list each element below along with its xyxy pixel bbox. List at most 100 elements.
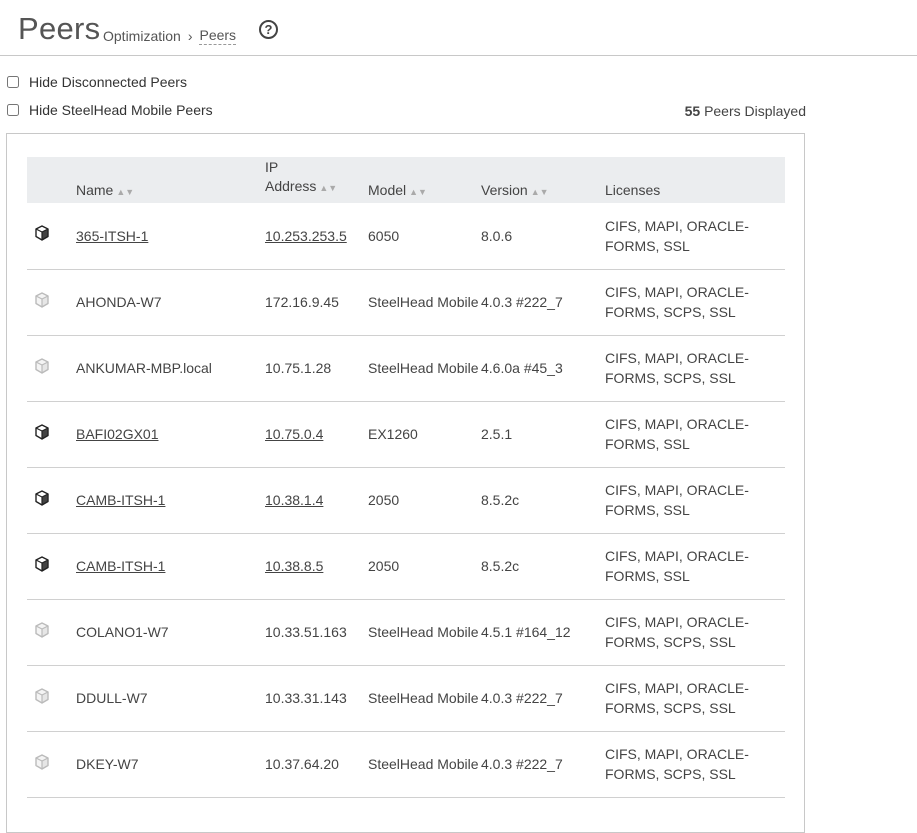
peer-ip-cell: 10.33.31.143	[265, 665, 368, 731]
peer-licenses: CIFS, MAPI, ORACLE-FORMS, SSL	[605, 217, 749, 254]
peer-name: ANKUMAR-MBP.local	[76, 360, 212, 376]
table-row: 365-ITSH-1 10.253.253.5 6050 8.0.6 CIFS, MAP…	[27, 203, 785, 269]
peer-model: 2050	[368, 492, 400, 508]
peer-name: COLANO1-W7	[76, 624, 169, 640]
peer-ip-link[interactable]: 10.75.0.4	[265, 426, 324, 442]
peer-name-cell: CAMB-ITSH-1	[76, 533, 265, 599]
peer-name-link[interactable]: CAMB-ITSH-1	[76, 558, 166, 574]
peer-ip-cell: 10.33.51.163	[265, 599, 368, 665]
peer-licenses: CIFS, MAPI, ORACLE-FORMS, SCPS, SSL	[605, 614, 749, 650]
peers-table-container: Name ▲▼ IP Address ▲▼ Model ▲▼ Version ▲▼ Lic…	[6, 133, 805, 833]
sort-icon[interactable]: ▲▼	[116, 187, 135, 197]
peer-ip-cell: 10.75.1.28	[265, 335, 368, 401]
peer-version: 8.0.6	[481, 227, 513, 244]
peer-ip: 10.33.31.143	[265, 690, 347, 706]
peer-model: 2050	[368, 558, 400, 574]
table-row: AHONDA-W7 172.16.9.45 SteelHead Mobile 4.0.…	[27, 269, 785, 335]
peer-model: SteelHead Mobile	[368, 360, 479, 376]
peer-ip-cell: 10.37.64.20	[265, 731, 368, 797]
peer-model: SteelHead Mobile	[368, 294, 479, 310]
breadcrumb: Optimization › Peers	[103, 27, 237, 45]
peer-licenses: CIFS, MAPI, ORACLE-FORMS, SCPS, SSL	[605, 284, 749, 320]
column-header-model[interactable]: Model ▲▼	[368, 182, 427, 198]
peer-name-link[interactable]: BAFI02GX01	[76, 426, 159, 442]
sort-icon[interactable]: ▲▼	[409, 187, 427, 197]
column-header-version[interactable]: Version ▲▼	[481, 182, 549, 198]
table-header-row: Name ▲▼ IP Address ▲▼ Model ▲▼ Version ▲▼ Lic…	[27, 157, 785, 203]
peer-version: 4.5.1 #164_12	[481, 624, 571, 640]
peer-version: 8.5.2c	[481, 492, 520, 508]
peer-count-suffix: Peers Displayed	[704, 103, 806, 119]
hide-disconnected-label: Hide Disconnected Peers	[29, 74, 187, 90]
peer-licenses: CIFS, MAPI, ORACLE-FORMS, SSL	[605, 416, 749, 452]
sort-icon[interactable]: ▲▼	[319, 183, 338, 193]
peer-licenses: CIFS, MAPI, ORACLE-FORMS, SCPS, SSL	[605, 746, 749, 782]
peer-disconnected-icon	[27, 731, 76, 797]
peer-name: DKEY-W7	[76, 756, 139, 772]
peer-disconnected-icon	[27, 335, 76, 401]
peer-name-cell: AHONDA-W7	[76, 269, 265, 335]
column-header-ip[interactable]: IP Address ▲▼	[265, 159, 338, 194]
peer-ip-link[interactable]: 10.253.253.5	[265, 227, 347, 244]
hide-disconnected-checkbox[interactable]	[7, 76, 19, 88]
peer-version: 4.0.3 #222_7	[481, 690, 563, 706]
peer-version: 4.6.0a #45_3	[481, 360, 563, 376]
peer-model: SteelHead Mobile	[368, 690, 479, 706]
peer-disconnected-icon	[27, 665, 76, 731]
peer-model: 6050	[368, 227, 400, 244]
peer-ip-cell: 10.38.1.4	[265, 467, 368, 533]
peer-version: 4.0.3 #222_7	[481, 294, 563, 310]
peer-name-link[interactable]: CAMB-ITSH-1	[76, 492, 166, 508]
peer-connected-icon	[27, 203, 76, 269]
peer-count-number: 55	[684, 103, 701, 119]
peer-disconnected-icon	[27, 269, 76, 335]
page-title: Peers	[18, 11, 101, 46]
peer-licenses: CIFS, MAPI, ORACLE-FORMS, SSL	[605, 482, 749, 518]
peer-connected-icon	[27, 467, 76, 533]
table-row: DDULL-W7 10.33.31.143 SteelHead Mobile 4.0.…	[27, 665, 785, 731]
peer-ip: 10.33.51.163	[265, 624, 347, 640]
peer-name-cell: 365-ITSH-1	[76, 203, 265, 269]
peer-name: DDULL-W7	[76, 690, 148, 706]
peer-ip-link[interactable]: 10.38.8.5	[265, 558, 324, 574]
peer-model: SteelHead Mobile	[368, 624, 479, 640]
hide-mobile-checkbox[interactable]	[7, 104, 19, 116]
peer-ip-cell: 172.16.9.45	[265, 269, 368, 335]
hide-mobile-label: Hide SteelHead Mobile Peers	[29, 102, 213, 118]
peer-model: EX1260	[368, 426, 418, 442]
peer-count: 55 Peers Displayed	[685, 103, 806, 119]
peer-model: SteelHead Mobile	[368, 756, 479, 772]
sort-icon[interactable]: ▲▼	[530, 187, 549, 197]
help-icon[interactable]: ?	[259, 20, 278, 39]
table-row: COLANO1-W7 10.33.51.163 SteelHead Mobile 4.…	[27, 599, 785, 665]
peer-ip-cell: 10.253.253.5	[265, 203, 368, 269]
peer-ip-link[interactable]: 10.38.1.4	[265, 492, 324, 508]
peer-ip-cell: 10.38.8.5	[265, 533, 368, 599]
peer-name-cell: DKEY-W7	[76, 731, 265, 797]
icon-column-header	[27, 157, 76, 203]
breadcrumb-optimization[interactable]: Optimization	[103, 28, 181, 44]
peer-name-cell: DDULL-W7	[76, 665, 265, 731]
peer-name-cell: ANKUMAR-MBP.local	[76, 335, 265, 401]
peer-name-cell: COLANO1-W7	[76, 599, 265, 665]
hide-mobile-option[interactable]: Hide SteelHead Mobile Peers	[7, 102, 213, 118]
peer-licenses: CIFS, MAPI, ORACLE-FORMS, SCPS, SSL	[605, 680, 749, 716]
peer-ip: 172.16.9.45	[265, 294, 339, 310]
peer-version: 2.5.1	[481, 426, 513, 442]
page-header: Peers Optimization › Peers ?	[0, 0, 917, 56]
peer-licenses: CIFS, MAPI, ORACLE-FORMS, SCPS, SSL	[605, 350, 749, 386]
peer-name-link[interactable]: 365-ITSH-1	[76, 227, 149, 244]
column-header-name[interactable]: Name ▲▼	[76, 182, 135, 198]
table-row: CAMB-ITSH-1 10.38.1.4 2050 8.5.2c CIFS, MAPI…	[27, 467, 785, 533]
peer-licenses: CIFS, MAPI, ORACLE-FORMS, SSL	[605, 548, 749, 584]
peer-version: 4.0.3 #222_7	[481, 756, 563, 772]
column-header-licenses: Licenses	[605, 182, 661, 198]
breadcrumb-peers[interactable]: Peers	[199, 27, 237, 45]
peer-ip-cell: 10.75.0.4	[265, 401, 368, 467]
peer-ip: 10.37.64.20	[265, 756, 339, 772]
peer-connected-icon	[27, 533, 76, 599]
table-row: DKEY-W7 10.37.64.20 SteelHead Mobile 4.0.3 …	[27, 731, 785, 797]
hide-disconnected-option[interactable]: Hide Disconnected Peers	[7, 74, 187, 90]
peer-version: 8.5.2c	[481, 558, 520, 574]
table-row: CAMB-ITSH-1 10.38.8.5 2050 8.5.2c CIFS, MAPI…	[27, 533, 785, 599]
